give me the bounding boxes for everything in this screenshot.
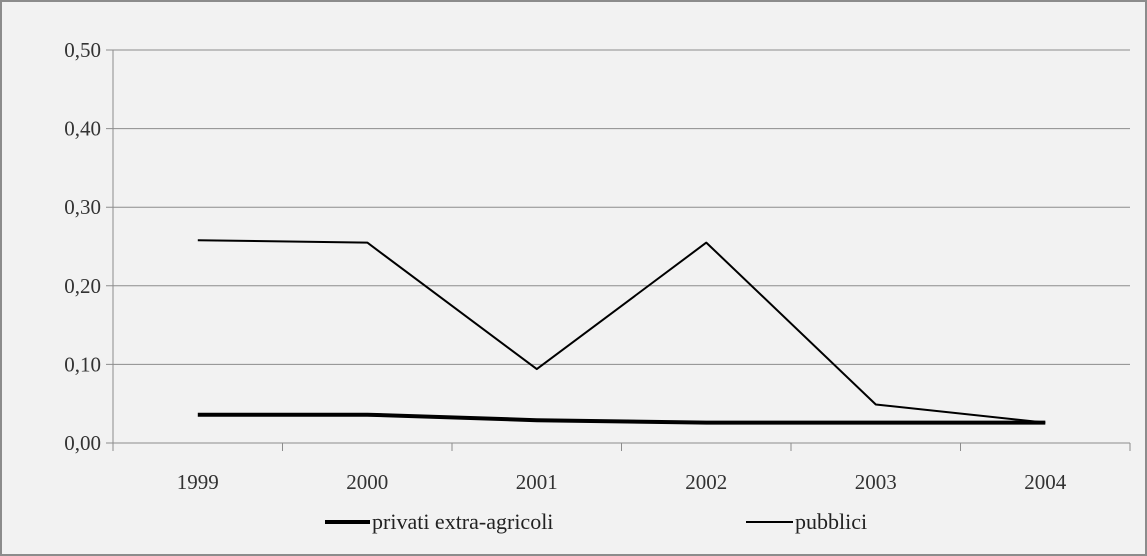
legend: privati extra-agricoli pubblici xyxy=(325,509,867,534)
x-tick-label: 2003 xyxy=(855,470,897,494)
y-tick-label: 0,20 xyxy=(64,274,101,298)
legend-label: privati extra-agricoli xyxy=(372,509,553,534)
x-tick-label: 1999 xyxy=(177,470,219,494)
x-tick-label: 2004 xyxy=(1024,470,1067,494)
series-line-pubblici xyxy=(197,239,1046,424)
series-lines xyxy=(197,239,1046,425)
legend-label: pubblici xyxy=(795,509,867,534)
y-tick-label: 0,30 xyxy=(64,195,101,219)
x-tick-label: 2000 xyxy=(346,470,388,494)
y-tick-label: 0,50 xyxy=(64,38,101,62)
tick-labels: 0,00 0,10 0,20 0,30 0,40 0,50 1999 2000 2001 2002… xyxy=(64,38,1067,494)
y-tick-label: 0,00 xyxy=(64,431,101,455)
axes xyxy=(106,50,1131,451)
x-tick-label: 2002 xyxy=(685,470,727,494)
series-line-privati-extra-agricoli xyxy=(197,412,1046,425)
y-tick-label: 0,40 xyxy=(64,117,101,141)
x-tick-label: 2001 xyxy=(516,470,558,494)
y-tick-label: 0,10 xyxy=(64,352,101,376)
gridlines xyxy=(106,49,1130,365)
